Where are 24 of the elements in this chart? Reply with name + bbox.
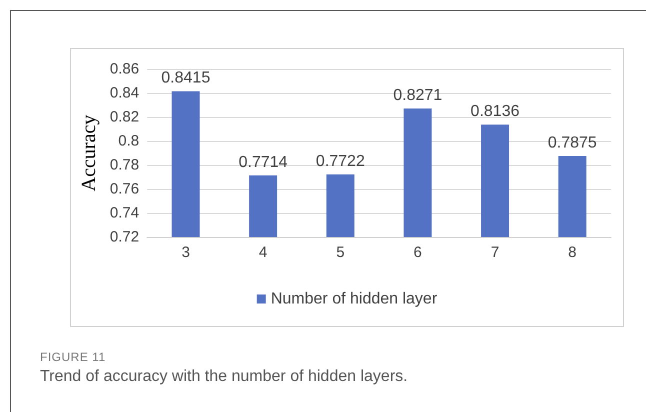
y-tick-label: 0.82 <box>110 108 140 126</box>
data-label: 0.7875 <box>548 134 597 152</box>
y-tick-label: 0.78 <box>110 156 140 174</box>
y-tick-label: 0.76 <box>110 180 140 198</box>
data-label: 0.7722 <box>316 152 365 170</box>
text: Trend of accuracy with the number of hidden layers. <box>40 368 409 386</box>
x-tick-label: 5 <box>336 244 345 261</box>
y-tick-label: 0.8 <box>118 132 140 150</box>
x-tick-label: 8 <box>568 244 577 261</box>
y-tick-label: 0.74 <box>110 204 140 222</box>
y-tick-label: 0.72 <box>110 228 140 246</box>
data-label: 0.8415 <box>161 70 210 87</box>
x-tick-label: 3 <box>182 244 190 261</box>
x-tick-label: 7 <box>490 244 500 261</box>
data-label: 0.7714 <box>238 154 288 171</box>
y-axis-title: Accuracy <box>78 114 100 192</box>
y-tick-label: 0.84 <box>110 84 140 102</box>
y-tick-label: 0.86 <box>110 60 140 78</box>
data-label: 0.8271 <box>393 86 442 104</box>
data-label: 0.8136 <box>470 103 520 120</box>
caption: FIGURE 11 <box>40 350 107 364</box>
legend-label: Number of hidden layer <box>270 290 438 308</box>
x-tick-label: 4 <box>258 244 268 261</box>
x-tick-label: 6 <box>414 244 422 261</box>
